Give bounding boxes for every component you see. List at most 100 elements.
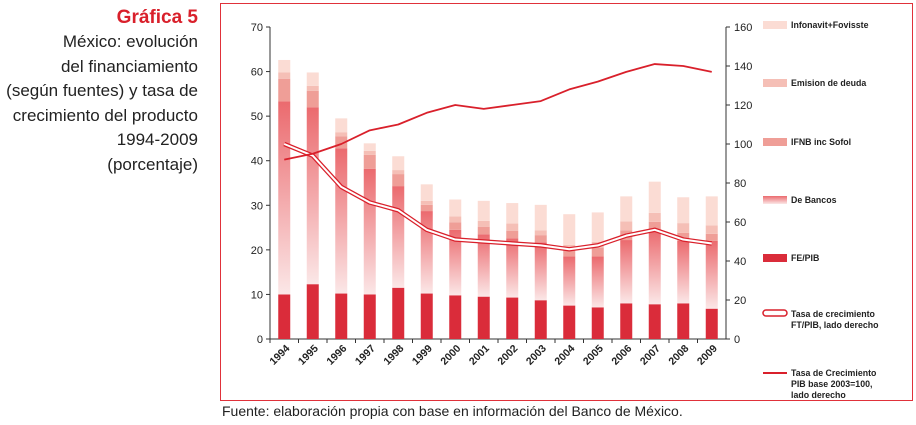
bar-emision-de-deuda — [278, 72, 291, 79]
bar-de-bancos — [648, 229, 661, 305]
bar-emision-de-deuda — [534, 230, 547, 236]
right-axis-tick-label: 80 — [734, 178, 746, 190]
legend-label: FE/PIB — [791, 253, 819, 263]
line-ft-pib-inner — [283, 143, 712, 251]
bar-infonavit-fovisste — [591, 212, 604, 242]
bar-emision-de-deuda — [563, 244, 576, 249]
bar-emision-de-deuda — [392, 170, 405, 175]
bar-ifnb-inc-sofol — [278, 78, 291, 102]
right-axis-tick-label: 160 — [734, 22, 752, 34]
x-axis-category-label: 1995 — [296, 343, 321, 368]
bar-ifnb-inc-sofol — [534, 235, 547, 243]
left-axis-tick-label: 40 — [251, 156, 263, 168]
x-axis-category-label: 1999 — [410, 343, 435, 368]
chart-subtitle-line-2: del financiamiento — [60, 56, 198, 76]
chart-subtitle-line-4: crecimiento del producto — [12, 105, 198, 125]
x-axis-category-label: 2006 — [609, 343, 634, 368]
bar-infonavit-fovisste — [392, 156, 405, 171]
legend-swatch-double-line — [762, 309, 788, 317]
bar-infonavit-fovisste — [420, 184, 433, 201]
bar-fe-pib — [306, 284, 319, 339]
bar-fe-pib — [392, 287, 405, 339]
bar-de-bancos — [449, 229, 462, 296]
bar-de-bancos — [506, 238, 519, 298]
right-axis-tick-label: 140 — [734, 61, 752, 73]
left-axis-tick-label: 30 — [251, 200, 263, 212]
left-axis-tick-label: 10 — [251, 289, 263, 301]
bar-emision-de-deuda — [477, 220, 490, 227]
bar-ifnb-inc-sofol — [705, 233, 718, 241]
x-axis-category-label: 1998 — [381, 343, 406, 368]
bar-emision-de-deuda — [648, 212, 661, 222]
bar-fe-pib — [449, 295, 462, 339]
left-axis-tick-label: 60 — [251, 67, 263, 79]
legend-label: IFNB inc Sofol — [791, 137, 851, 147]
x-axis-category-label: 2000 — [438, 343, 463, 368]
bar-emision-de-deuda — [335, 132, 348, 137]
bar-infonavit-fovisste — [705, 196, 718, 226]
bar-emision-de-deuda — [506, 223, 519, 231]
bar-fe-pib — [477, 296, 490, 339]
bar-ifnb-inc-sofol — [449, 222, 462, 230]
bar-emision-de-deuda — [420, 200, 433, 205]
bar-ifnb-inc-sofol — [420, 204, 433, 212]
legend-label: De Bancos — [791, 195, 837, 205]
chart-heading: Gráfica 5 — [116, 7, 198, 28]
chart-subtitle-line-1: México: evolución — [62, 32, 198, 51]
chart-subtitle-line-3: (según fuentes) y tasa de — [6, 81, 198, 100]
bar-de-bancos — [420, 211, 433, 294]
x-axis-category-label: 1994 — [267, 343, 292, 368]
bar-de-bancos — [677, 240, 690, 304]
x-axis-category-label: 2002 — [495, 343, 520, 368]
chart-subtitle-line-5: 1994-2009 — [116, 130, 198, 149]
bar-ifnb-inc-sofol — [477, 226, 490, 235]
x-axis-category-label: 1996 — [324, 343, 349, 368]
chart-frame — [220, 3, 913, 401]
left-axis-tick-label: 0 — [257, 334, 263, 346]
chart-subtitle-line-6: (porcentaje) — [107, 154, 198, 174]
bar-de-bancos — [534, 242, 547, 301]
left-axis-tick-label: 70 — [251, 22, 263, 34]
bar-fe-pib — [278, 294, 291, 339]
legend-label: Infonavit+Fovisste — [791, 20, 869, 30]
bar-fe-pib — [620, 303, 633, 339]
bar-de-bancos — [392, 186, 405, 288]
bar-emision-de-deuda — [363, 150, 376, 155]
right-axis-tick-label: 0 — [734, 334, 740, 346]
bar-infonavit-fovisste — [477, 200, 490, 221]
bar-fe-pib — [677, 303, 690, 339]
bar-de-bancos — [563, 256, 576, 306]
bar-infonavit-fovisste — [363, 143, 376, 151]
bar-fe-pib — [534, 300, 547, 339]
bar-infonavit-fovisste — [648, 181, 661, 213]
bar-infonavit-fovisste — [677, 197, 690, 224]
bar-fe-pib — [506, 297, 519, 339]
bar-ifnb-inc-sofol — [392, 174, 405, 187]
legend-label: Tasa de Crecimiento PIB base 2003=100, lad… — [791, 368, 877, 400]
x-axis-category-label: 1997 — [353, 343, 378, 368]
bar-ifnb-inc-sofol — [677, 232, 690, 241]
bar-fe-pib — [363, 294, 376, 339]
chart-title-block: Gráfica 5 México: evolución del financia… — [0, 6, 198, 177]
bar-emision-de-deuda — [449, 216, 462, 223]
bar-fe-pib — [420, 293, 433, 339]
bar-de-bancos — [335, 148, 348, 294]
line-ft-pib-outer — [283, 141, 713, 252]
bar-ifnb-inc-sofol — [306, 90, 319, 108]
bar-ifnb-inc-sofol — [363, 154, 376, 169]
bar-emision-de-deuda — [677, 223, 690, 233]
bar-de-bancos — [620, 240, 633, 304]
legend-label: Tasa de crecimiento FT/PIB, lado derecho — [791, 309, 879, 330]
bar-infonavit-fovisste — [278, 59, 291, 73]
bar-de-bancos — [278, 101, 291, 295]
bar-ifnb-inc-sofol — [591, 247, 604, 257]
right-axis-tick-label: 20 — [734, 295, 746, 307]
legend-swatch-emision — [763, 79, 787, 87]
legend-swatch-infonavit — [763, 21, 787, 29]
right-axis-tick-label: 120 — [734, 100, 752, 112]
bar-ifnb-inc-sofol — [506, 230, 519, 239]
left-axis-tick-label: 50 — [251, 111, 263, 123]
bar-infonavit-fovisste — [506, 203, 519, 224]
legend-swatch-bancos — [763, 196, 787, 204]
